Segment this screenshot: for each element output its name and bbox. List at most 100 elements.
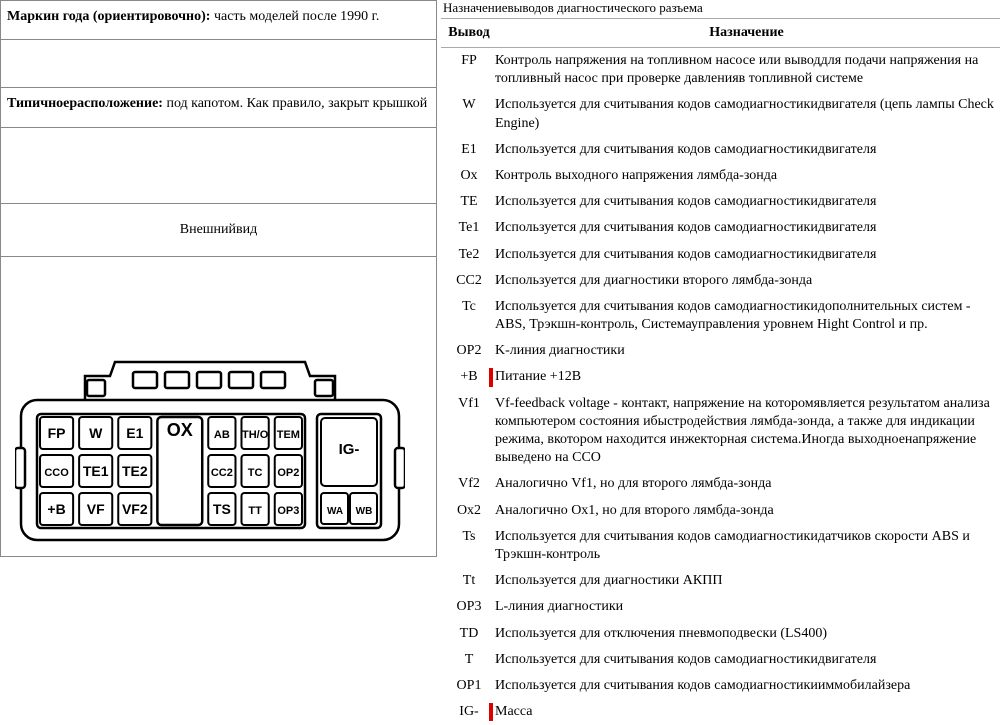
svg-text:TE1: TE1 (83, 463, 109, 479)
pin-label: OP1 (443, 677, 495, 694)
pin-label: Tc (443, 298, 495, 315)
pin-desc: Используется для отключения пневмоподвес… (495, 625, 998, 643)
pin-label: Ox2 (443, 502, 495, 519)
year-label: Маркин года (ориентировочно): (7, 9, 210, 24)
pin-label: T (443, 651, 495, 668)
pin-desc: Аналогично Ox1, но для второго лямбда-зо… (495, 502, 998, 520)
svg-text:E1: E1 (126, 425, 143, 441)
pin-desc: Используется для диагностики второго лям… (495, 272, 998, 290)
pin-label: CC2 (443, 272, 495, 289)
table-row: IG-Масса (441, 699, 1000, 725)
pin-label: OP2 (443, 342, 495, 359)
pin-label: W (443, 96, 495, 113)
pin-label: OP3 (443, 598, 495, 615)
pin-desc: Используется для считывания кодов самоди… (495, 219, 998, 237)
pin-label: E1 (443, 141, 495, 158)
table-row: E1Используется для считывания кодов само… (441, 137, 1000, 163)
pin-desc: L-линия диагностики (495, 598, 998, 616)
connector-diagram: FPWE1OXABTH/OTEMCCOTE1TE2CC2TCOP2+BVFVF2… (15, 328, 405, 548)
table-row: Ox2Аналогично Ox1, но для второго лямбда… (441, 498, 1000, 524)
svg-text:FP: FP (48, 425, 66, 441)
appearance-title: Внешнийвид (180, 222, 258, 237)
pin-label: Vf2 (443, 475, 495, 492)
pin-label: FP (443, 52, 495, 69)
pin-label: Te1 (443, 219, 495, 236)
pin-desc: Используется для считывания кодов самоди… (495, 651, 998, 669)
pin-desc: Питание +12В (495, 368, 998, 386)
pin-desc: K-линия диагностики (495, 342, 998, 360)
pin-desc: Vf-feedback voltage - контакт, напряжени… (495, 395, 998, 468)
svg-text:TS: TS (213, 501, 231, 517)
year-cell: Маркин года (ориентировочно): часть моде… (0, 0, 437, 40)
left-column: Маркин года (ориентировочно): часть моде… (0, 0, 437, 725)
table-row: TsИспользуется для считывания кодов само… (441, 524, 1000, 568)
svg-text:OX: OX (167, 420, 193, 440)
svg-text:WB: WB (356, 506, 373, 517)
pin-desc: Контроль напряжения на топливном насосе … (495, 52, 998, 88)
highlight-mark (489, 703, 493, 721)
pin-desc: Используется для считывания кодов самоди… (495, 96, 998, 132)
pin-label: IG- (443, 703, 495, 720)
svg-text:TH/O: TH/O (242, 429, 269, 441)
table-row: +BПитание +12В (441, 364, 1000, 390)
table-row: OP1Используется для считывания кодов сам… (441, 673, 1000, 699)
pin-label: Vf1 (443, 395, 495, 412)
svg-text:TC: TC (248, 467, 263, 479)
table-row: Te1Используется для считывания кодов сам… (441, 215, 1000, 241)
svg-text:WA: WA (327, 506, 343, 517)
table-row: Te2Используется для считывания кодов сам… (441, 242, 1000, 268)
svg-text:CCO: CCO (44, 467, 69, 479)
svg-text:VF: VF (87, 501, 105, 517)
table-row: TcИспользуется для считывания кодов само… (441, 294, 1000, 338)
pin-label: Tt (443, 572, 495, 589)
pin-label: TE (443, 193, 495, 210)
highlight-mark (489, 368, 493, 386)
svg-text:CC2: CC2 (211, 467, 233, 479)
pin-desc: Контроль выходного напряжения лямбда-зон… (495, 167, 998, 185)
pin-desc: Используется для считывания кодов самоди… (495, 193, 998, 211)
location-label: Типичноерасположение: (7, 96, 163, 111)
table-row: TEИспользуется для считывания кодов само… (441, 189, 1000, 215)
table-row: TtИспользуется для диагностики АКПП (441, 568, 1000, 594)
spacer-cell-1 (0, 40, 437, 88)
table-row: FPКонтроль напряжения на топливном насос… (441, 48, 1000, 92)
pin-desc: Аналогично Vf1, но для второго лямбда-зо… (495, 475, 998, 493)
svg-text:W: W (89, 425, 103, 441)
pin-label: Ox (443, 167, 495, 184)
pin-desc: Используется для считывания кодов самоди… (495, 528, 998, 564)
table-row: OP3L-линия диагностики (441, 594, 1000, 620)
pin-label: Te2 (443, 246, 495, 263)
table-row: Vf2Аналогично Vf1, но для второго лямбда… (441, 471, 1000, 497)
table-row: Vf1Vf-feedback voltage - контакт, напряж… (441, 391, 1000, 472)
pin-label: TD (443, 625, 495, 642)
pin-desc: Используется для считывания кодов самоди… (495, 246, 998, 264)
pin-desc: Используется для диагностики АКПП (495, 572, 998, 590)
svg-text:TEM: TEM (277, 429, 300, 441)
table-row: WИспользуется для считывания кодов самод… (441, 92, 1000, 136)
table-body: FPКонтроль напряжения на топливном насос… (441, 48, 1000, 725)
table-row: CC2Используется для диагностики второго … (441, 268, 1000, 294)
pin-desc: Используется для считывания кодов самоди… (495, 677, 998, 695)
header-pin: Вывод (443, 25, 495, 41)
table-row: TDИспользуется для отключения пневмоподв… (441, 621, 1000, 647)
location-cell: Типичноерасположение: под капотом. Как п… (0, 88, 437, 128)
location-value: под капотом. Как правило, закрыт крышкой (163, 96, 427, 111)
svg-text:AB: AB (214, 429, 230, 441)
appearance-cell: Внешнийвид (0, 204, 437, 257)
pin-desc: Используется для считывания кодов самоди… (495, 298, 998, 334)
header-desc: Назначение (495, 25, 998, 41)
table-row: OP2K-линия диагностики (441, 338, 1000, 364)
table-row: OxКонтроль выходного напряжения лямбда-з… (441, 163, 1000, 189)
svg-text:OP2: OP2 (277, 467, 299, 479)
table-header: Вывод Назначение (441, 18, 1000, 48)
svg-text:IG-: IG- (339, 441, 360, 458)
pin-label: +B (443, 368, 495, 385)
pin-desc: Масса (495, 703, 998, 721)
spacer-cell-2 (0, 128, 437, 204)
svg-text:TE2: TE2 (122, 463, 148, 479)
right-title: Назначениевыводов диагностического разъе… (441, 0, 1000, 18)
right-column: Назначениевыводов диагностического разъе… (437, 0, 1000, 725)
pin-label: Ts (443, 528, 495, 545)
year-value: часть моделей после 1990 г. (210, 9, 379, 24)
diagram-cell: FPWE1OXABTH/OTEMCCOTE1TE2CC2TCOP2+BVFVF2… (0, 257, 437, 557)
